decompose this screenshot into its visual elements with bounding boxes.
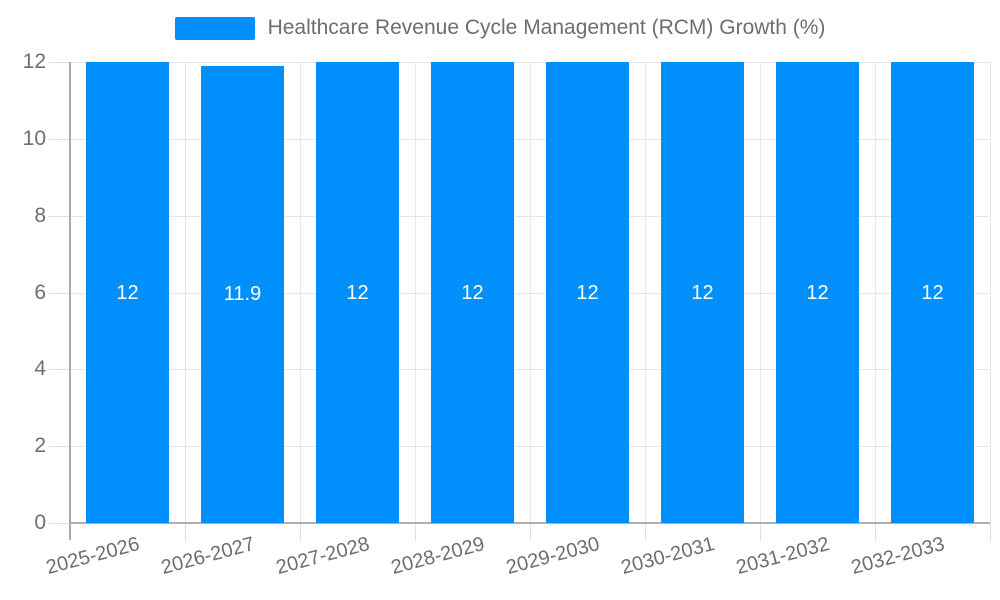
bar[interactable] [776, 62, 859, 523]
x-tick [645, 523, 646, 541]
x-gridline [300, 62, 301, 523]
y-tick [49, 138, 70, 140]
y-tick [49, 62, 70, 63]
x-tick [990, 523, 991, 541]
x-gridline [645, 62, 646, 523]
x-gridline [185, 62, 186, 523]
legend-label: Healthcare Revenue Cycle Management (RCM… [267, 16, 826, 39]
plot-area: 0 2 4 6 8 10 12 12 2025-2026 11.9 2026-2027 12 2027-… [23, 50, 991, 579]
bar[interactable] [316, 62, 399, 523]
y-tick [49, 215, 70, 217]
x-tick [530, 523, 531, 541]
y-axis-label: 12 [22, 50, 46, 73]
legend[interactable]: Healthcare Revenue Cycle Management (RCM… [0, 16, 1000, 40]
x-gridline [990, 62, 991, 523]
x-tick [185, 523, 186, 541]
y-tick [49, 523, 70, 524]
bar[interactable] [201, 65, 284, 523]
y-axis-label: 4 [34, 357, 46, 381]
y-tick [49, 369, 70, 371]
legend-swatch [174, 16, 255, 40]
bar[interactable] [661, 62, 744, 523]
y-axis-label: 10 [22, 126, 46, 150]
bar[interactable] [431, 62, 514, 523]
bar[interactable] [546, 62, 629, 523]
x-tick [415, 523, 416, 541]
x-gridline [875, 62, 876, 523]
x-gridline [760, 62, 761, 523]
y-axis-line [69, 62, 71, 540]
bar[interactable] [891, 62, 974, 523]
x-gridline [530, 62, 531, 523]
y-axis-label: 6 [34, 280, 46, 304]
y-tick [49, 292, 70, 294]
x-gridline [415, 62, 416, 523]
x-tick [300, 523, 301, 541]
x-tick [760, 523, 761, 541]
x-axis-line [70, 522, 990, 524]
y-axis-label: 0 [34, 511, 46, 534]
y-tick [49, 446, 70, 448]
y-axis-label: 8 [34, 203, 46, 227]
bar[interactable] [86, 62, 169, 523]
x-tick [875, 523, 876, 541]
y-axis-label: 2 [34, 434, 46, 458]
